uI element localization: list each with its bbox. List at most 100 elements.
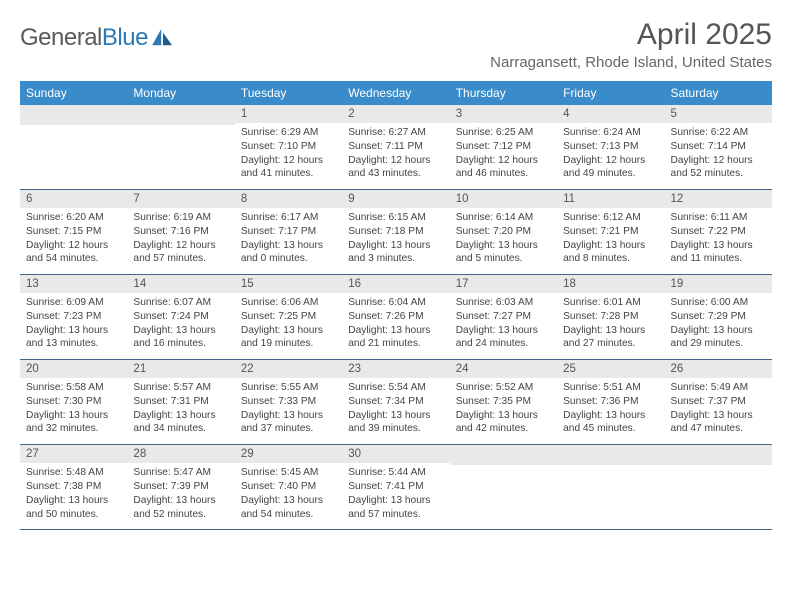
day-content: Sunrise: 6:17 AMSunset: 7:17 PMDaylight:…	[235, 208, 342, 274]
day-content: Sunrise: 6:12 AMSunset: 7:21 PMDaylight:…	[557, 208, 664, 274]
day-number: 21	[127, 360, 234, 378]
sunrise-text: Sunrise: 5:58 AM	[26, 381, 121, 395]
day-content: Sunrise: 5:48 AMSunset: 7:38 PMDaylight:…	[20, 463, 127, 529]
daylight-text: Daylight: 13 hours and 29 minutes.	[671, 324, 766, 352]
sunset-text: Sunset: 7:15 PM	[26, 225, 121, 239]
day-content: Sunrise: 6:22 AMSunset: 7:14 PMDaylight:…	[665, 123, 772, 189]
sunset-text: Sunset: 7:35 PM	[456, 395, 551, 409]
sunrise-text: Sunrise: 6:07 AM	[133, 296, 228, 310]
brand-text-general: General	[20, 24, 102, 51]
calendar-cell: 1 Sunrise: 6:29 AMSunset: 7:10 PMDaylight…	[235, 105, 342, 190]
daylight-text: Daylight: 12 hours and 41 minutes.	[241, 154, 336, 182]
sunset-text: Sunset: 7:27 PM	[456, 310, 551, 324]
calendar-row: 27Sunrise: 5:48 AMSunset: 7:38 PMDayligh…	[20, 445, 772, 530]
calendar-cell: 9Sunrise: 6:15 AMSunset: 7:18 PMDaylight…	[342, 190, 449, 275]
calendar-cell: 29Sunrise: 5:45 AMSunset: 7:40 PMDayligh…	[235, 445, 342, 530]
brand-text: GeneralBlue	[20, 24, 148, 52]
sunset-text: Sunset: 7:39 PM	[133, 480, 228, 494]
dayhead-mon: Monday	[127, 81, 234, 105]
day-number: 9	[342, 190, 449, 208]
sail-icon	[152, 29, 174, 47]
sunset-text: Sunset: 7:14 PM	[671, 140, 766, 154]
day-number: 20	[20, 360, 127, 378]
daylight-text: Daylight: 13 hours and 24 minutes.	[456, 324, 551, 352]
daylight-text: Daylight: 13 hours and 32 minutes.	[26, 409, 121, 437]
daylight-text: Daylight: 13 hours and 34 minutes.	[133, 409, 228, 437]
day-number: 26	[665, 360, 772, 378]
sunset-text: Sunset: 7:16 PM	[133, 225, 228, 239]
calendar-cell: 28Sunrise: 5:47 AMSunset: 7:39 PMDayligh…	[127, 445, 234, 530]
day-number: 27	[20, 445, 127, 463]
sunrise-text: Sunrise: 6:22 AM	[671, 126, 766, 140]
sunset-text: Sunset: 7:34 PM	[348, 395, 443, 409]
sunrise-text: Sunrise: 6:09 AM	[26, 296, 121, 310]
calendar-cell: 4Sunrise: 6:24 AMSunset: 7:13 PMDaylight…	[557, 105, 664, 190]
daylight-text: Daylight: 13 hours and 47 minutes.	[671, 409, 766, 437]
calendar-cell: 3Sunrise: 6:25 AMSunset: 7:12 PMDaylight…	[450, 105, 557, 190]
daylight-text: Daylight: 13 hours and 16 minutes.	[133, 324, 228, 352]
day-number: 15	[235, 275, 342, 293]
sunset-text: Sunset: 7:13 PM	[563, 140, 658, 154]
day-content: Sunrise: 6:11 AMSunset: 7:22 PMDaylight:…	[665, 208, 772, 274]
calendar-cell	[665, 445, 772, 530]
calendar-cell: 19Sunrise: 6:00 AMSunset: 7:29 PMDayligh…	[665, 275, 772, 360]
day-number	[127, 105, 234, 125]
calendar-cell: 13Sunrise: 6:09 AMSunset: 7:23 PMDayligh…	[20, 275, 127, 360]
day-number: 13	[20, 275, 127, 293]
sunset-text: Sunset: 7:36 PM	[563, 395, 658, 409]
calendar-cell: 20 Sunrise: 5:58 AMSunset: 7:30 PMDayligh…	[20, 360, 127, 445]
calendar-cell: 30Sunrise: 5:44 AMSunset: 7:41 PMDayligh…	[342, 445, 449, 530]
calendar-row: 13Sunrise: 6:09 AMSunset: 7:23 PMDayligh…	[20, 275, 772, 360]
daylight-text: Daylight: 12 hours and 57 minutes.	[133, 239, 228, 267]
day-content: Sunrise: 6:25 AMSunset: 7:12 PMDaylight:…	[450, 123, 557, 189]
day-number: 14	[127, 275, 234, 293]
sunset-text: Sunset: 7:18 PM	[348, 225, 443, 239]
day-content: Sunrise: 5:54 AMSunset: 7:34 PMDaylight:…	[342, 378, 449, 444]
day-number: 30	[342, 445, 449, 463]
sunrise-text: Sunrise: 5:49 AM	[671, 381, 766, 395]
daylight-text: Daylight: 13 hours and 50 minutes.	[26, 494, 121, 522]
day-content: Sunrise: 6:15 AMSunset: 7:18 PMDaylight:…	[342, 208, 449, 274]
sunrise-text: Sunrise: 6:19 AM	[133, 211, 228, 225]
sunset-text: Sunset: 7:17 PM	[241, 225, 336, 239]
daylight-text: Daylight: 13 hours and 3 minutes.	[348, 239, 443, 267]
sunset-text: Sunset: 7:41 PM	[348, 480, 443, 494]
day-number: 1	[235, 105, 342, 123]
sunset-text: Sunset: 7:25 PM	[241, 310, 336, 324]
day-content: Sunrise: 5:47 AMSunset: 7:39 PMDaylight:…	[127, 463, 234, 529]
sunset-text: Sunset: 7:11 PM	[348, 140, 443, 154]
day-number: 3	[450, 105, 557, 123]
sunrise-text: Sunrise: 6:03 AM	[456, 296, 551, 310]
sunrise-text: Sunrise: 6:04 AM	[348, 296, 443, 310]
calendar-cell: 22Sunrise: 5:55 AMSunset: 7:33 PMDayligh…	[235, 360, 342, 445]
sunrise-text: Sunrise: 6:25 AM	[456, 126, 551, 140]
day-content	[665, 465, 772, 523]
day-number: 2	[342, 105, 449, 123]
sunrise-text: Sunrise: 6:11 AM	[671, 211, 766, 225]
sunrise-text: Sunrise: 5:55 AM	[241, 381, 336, 395]
sunset-text: Sunset: 7:37 PM	[671, 395, 766, 409]
sunset-text: Sunset: 7:28 PM	[563, 310, 658, 324]
daylight-text: Daylight: 12 hours and 49 minutes.	[563, 154, 658, 182]
calendar-cell	[557, 445, 664, 530]
day-content: Sunrise: 6:09 AMSunset: 7:23 PMDaylight:…	[20, 293, 127, 359]
sunrise-text: Sunrise: 6:12 AM	[563, 211, 658, 225]
sunrise-text: Sunrise: 6:29 AM	[241, 126, 336, 140]
day-number: 22	[235, 360, 342, 378]
calendar-cell: 6Sunrise: 6:20 AMSunset: 7:15 PMDaylight…	[20, 190, 127, 275]
dayhead-thu: Thursday	[450, 81, 557, 105]
sunrise-text: Sunrise: 6:15 AM	[348, 211, 443, 225]
day-content: Sunrise: 5:51 AMSunset: 7:36 PMDaylight:…	[557, 378, 664, 444]
calendar-cell: 16Sunrise: 6:04 AMSunset: 7:26 PMDayligh…	[342, 275, 449, 360]
sunset-text: Sunset: 7:10 PM	[241, 140, 336, 154]
sunrise-text: Sunrise: 5:54 AM	[348, 381, 443, 395]
sunrise-text: Sunrise: 5:45 AM	[241, 466, 336, 480]
day-content: Sunrise: 6:03 AMSunset: 7:27 PMDaylight:…	[450, 293, 557, 359]
sunset-text: Sunset: 7:30 PM	[26, 395, 121, 409]
daylight-text: Daylight: 13 hours and 39 minutes.	[348, 409, 443, 437]
dayhead-fri: Friday	[557, 81, 664, 105]
calendar-cell	[20, 105, 127, 190]
sunrise-text: Sunrise: 6:20 AM	[26, 211, 121, 225]
calendar-cell: 23Sunrise: 5:54 AMSunset: 7:34 PMDayligh…	[342, 360, 449, 445]
day-content: Sunrise: 5:44 AMSunset: 7:41 PMDaylight:…	[342, 463, 449, 529]
